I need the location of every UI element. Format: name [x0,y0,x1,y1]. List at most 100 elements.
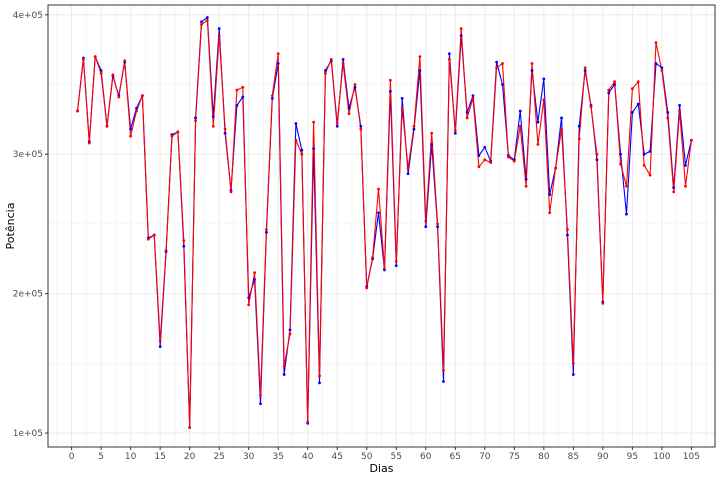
fitted-point [424,219,428,223]
observed-point [99,69,103,72]
fitted-point [619,162,622,166]
x-tick-label: 0 [69,452,75,462]
fitted-point [613,80,617,84]
fitted-point [341,62,345,65]
fitted-point [678,109,681,113]
x-tick-label: 5 [98,452,104,462]
fitted-point [294,138,298,142]
fitted-point [158,339,162,343]
observed-point [583,69,587,72]
fitted-point [524,184,528,188]
fitted-point [571,361,575,365]
observed-point [253,278,256,282]
observed-point [241,95,245,99]
observed-point [341,57,345,61]
observed-point [211,115,215,118]
fitted-point [247,303,251,307]
fitted-point [76,109,79,113]
observed-point [182,244,186,248]
fitted-point [87,141,91,145]
observed-point [660,66,664,70]
fitted-point [583,66,587,70]
fitted-point [211,124,215,128]
observed-point [430,143,434,146]
fitted-point [353,83,357,86]
x-tick-label: 90 [597,452,609,462]
y-tick-label: 1e+05 [13,429,43,439]
observed-point [194,116,197,120]
series-points [76,16,693,429]
fitted-point [554,166,558,170]
fitted-point [111,73,115,77]
fitted-point [235,88,239,92]
fitted-point [660,69,664,72]
observed-point [630,110,634,114]
fitted-point [453,129,457,132]
fitted-point [465,116,469,120]
fitted-point [672,190,676,194]
observed-point [648,150,652,153]
observed-point [400,97,404,100]
fitted-point [93,55,97,58]
x-tick-label: 85 [568,452,579,462]
observed-point [324,69,327,72]
x-tick-label: 35 [272,452,283,462]
y-tick-label: 4e+05 [13,11,43,21]
fitted-point [205,18,209,22]
observed-point [312,147,316,151]
fitted-point [347,112,351,116]
observed-point [483,145,487,149]
fitted-point [536,143,540,146]
fitted-point [276,52,280,56]
fitted-point [483,158,487,162]
x-tick-label: 100 [653,452,670,462]
fitted-point [329,57,333,61]
observed-point [294,122,298,125]
fitted-point [335,122,339,125]
fitted-point [318,374,321,378]
observed-point [666,110,670,114]
x-tick-label: 25 [213,452,224,462]
series-lines [76,16,692,429]
fitted-point [365,286,369,290]
observed-point [447,52,451,56]
observed-point [418,69,422,72]
fitted-point [518,124,522,128]
observed-point [619,152,622,156]
observed-point [536,120,540,124]
fitted-point [194,119,197,123]
fitted-point [383,267,386,270]
observed-point [442,380,445,383]
observed-point [270,97,274,100]
observed-point [264,230,268,234]
observed-point [205,16,209,19]
observed-point [347,106,351,110]
fitted-point [324,71,327,75]
fitted-point [642,163,646,167]
fitted-point [176,130,180,134]
y-axis-title: Potência [4,203,17,250]
observed-point [471,94,475,98]
fitted-point [630,87,634,91]
observed-point [318,381,321,385]
fitted-point [300,152,304,156]
fitted-point [105,124,109,128]
fitted-point [689,138,693,142]
fitted-point [489,161,493,164]
fitted-point [666,116,670,120]
observed-point [300,148,304,152]
fitted-point [200,23,203,26]
observed-point [353,85,357,89]
y-tick-label: 2e+05 [13,290,43,300]
x-tick-label: 75 [509,452,520,462]
observed-point [566,233,569,237]
fitted-point [288,332,292,336]
observed-point [595,158,599,162]
fitted-point [117,95,121,99]
x-tick-label: 50 [361,452,373,462]
fitted-point [442,368,445,372]
observed-point [200,20,203,24]
fitted-point [636,80,640,84]
fitted-point [377,187,380,191]
